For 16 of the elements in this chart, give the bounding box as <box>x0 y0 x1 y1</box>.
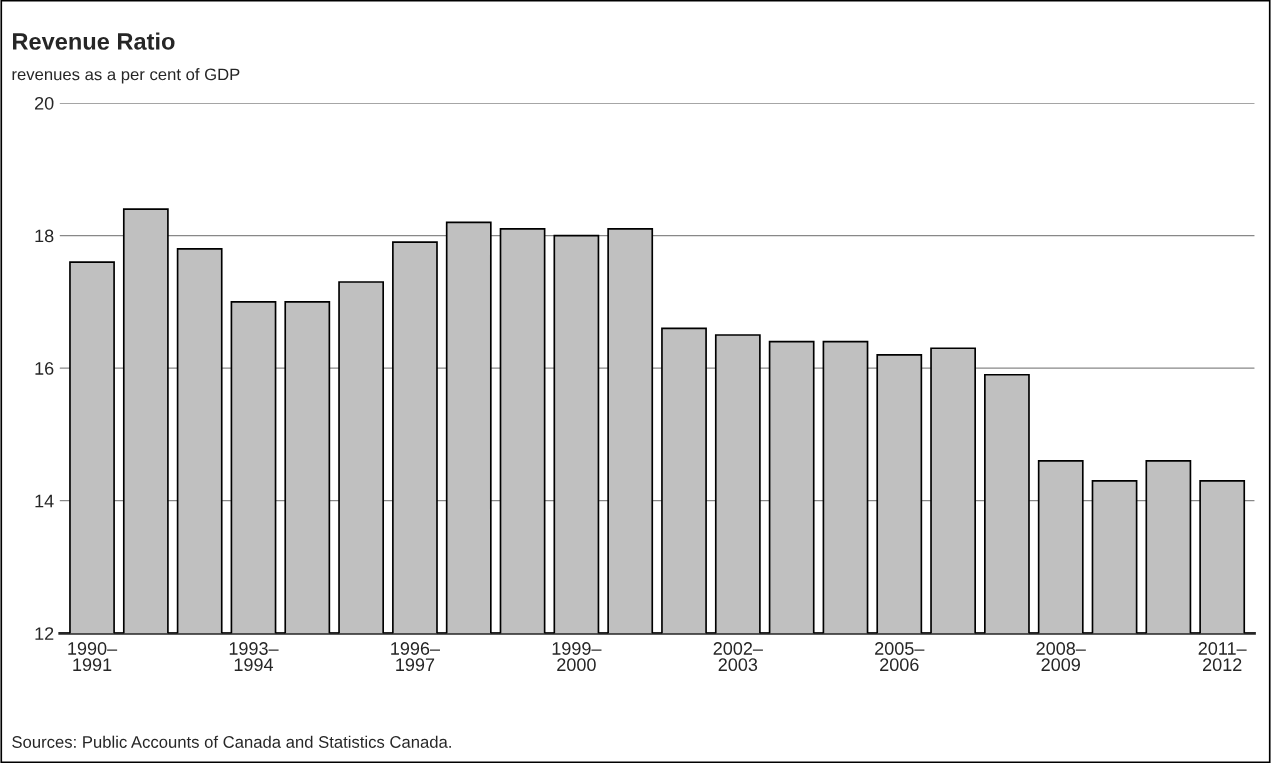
y-tick-label: 18 <box>35 229 54 243</box>
x-tick-label: 1996– 1997 <box>391 642 441 672</box>
y-tick-label: 14 <box>35 494 54 508</box>
x-tick-label: 2005– 2006 <box>875 642 925 672</box>
chart-subtitle: revenues as a per cent of GDP <box>12 68 240 84</box>
y-tick-label: 16 <box>35 362 54 375</box>
x-tick-label: 2011– 2012 <box>1198 642 1247 672</box>
x-tick-label: 1993– 1994 <box>229 642 279 672</box>
y-tick-label: 12 <box>35 627 54 640</box>
x-tick-label: 1999– 2000 <box>552 642 602 672</box>
y-tick-label: 20 <box>35 96 54 110</box>
chart-title: Revenue Ratio <box>13 32 175 50</box>
source-note: Sources: Public Accounts of Canada and Statistics Canada. <box>12 735 451 748</box>
x-tick-label: 2008– 2009 <box>1036 642 1086 672</box>
x-tick-label: 1990– 1991 <box>68 642 118 672</box>
x-tick-label: 2002– 2003 <box>713 642 763 672</box>
